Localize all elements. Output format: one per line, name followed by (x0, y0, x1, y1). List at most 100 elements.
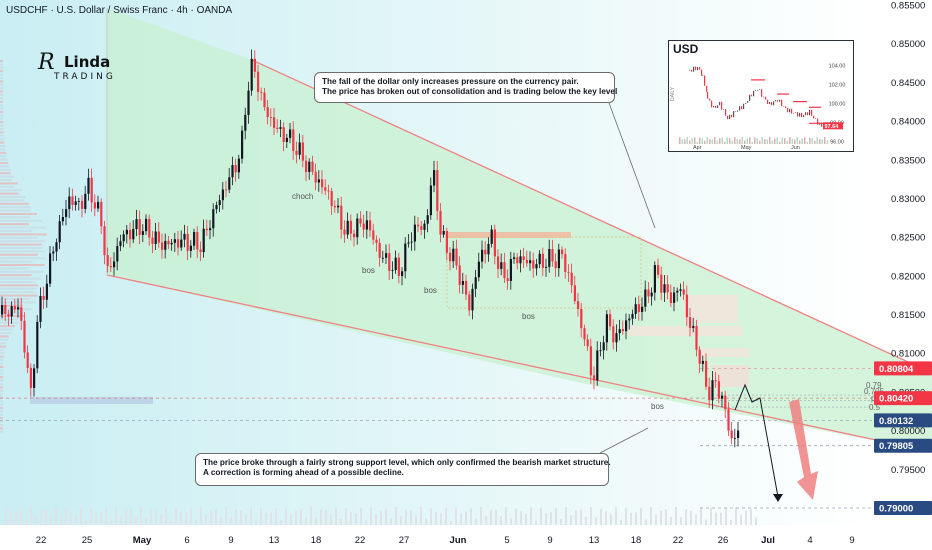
volume-bar (110, 519, 112, 525)
candle-body (404, 243, 407, 272)
volume-profile-bar (0, 291, 35, 294)
volume-profile-bar (0, 107, 4, 110)
inset-candle (799, 112, 801, 117)
volume-bar (140, 507, 142, 525)
volume-bar (30, 507, 32, 525)
volume-profile-bar (0, 182, 19, 185)
volume-profile-bar (0, 216, 31, 219)
candle-body (573, 285, 576, 302)
candle-body (455, 248, 458, 266)
inset-candle (725, 108, 727, 116)
inset-volume-bar (801, 138, 803, 144)
candle-body (666, 284, 669, 293)
inset-candle (727, 115, 729, 120)
inset-candle (735, 111, 737, 112)
volume-bar (245, 514, 247, 525)
candle-body (93, 202, 96, 209)
candle-body (340, 205, 343, 230)
candle-body (45, 283, 48, 300)
volume-profile-bar (0, 420, 4, 423)
candle-body (679, 289, 682, 291)
volume-bar (570, 515, 572, 525)
inset-volume-bar (699, 137, 701, 144)
candle-body (593, 375, 596, 381)
inset-volume-bar (744, 140, 746, 144)
volume-bar (260, 508, 262, 525)
volume-profile-bar (0, 383, 4, 385)
volume-bar (125, 510, 127, 525)
candle-body (42, 295, 45, 300)
inset-candle (699, 67, 701, 70)
volume-bar (400, 516, 402, 525)
volume-profile-bar (0, 206, 31, 209)
volume-bar (545, 513, 547, 525)
inset-candle (693, 66, 695, 72)
inset-volume-bar (679, 137, 681, 144)
price-axis-background (872, 0, 932, 550)
candle-body (487, 243, 490, 255)
volume-bar (255, 519, 257, 525)
volume-profile-bar (0, 311, 20, 314)
callout-top-pointer (604, 91, 656, 229)
volume-profile-bar (0, 145, 6, 147)
time-tick-label: 6 (184, 535, 189, 546)
inset-volume-bar (786, 140, 788, 144)
zone-box (684, 295, 738, 323)
candle-body (109, 266, 112, 268)
candle-body (522, 256, 525, 260)
inset-candle (733, 111, 735, 118)
candle-body (631, 313, 634, 319)
volume-profile-bar (0, 199, 25, 202)
volume-bar (230, 517, 232, 525)
time-tick-label: 25 (82, 535, 93, 546)
volume-profile-bar (0, 250, 45, 253)
inset-candle (777, 100, 779, 102)
candle-body (132, 228, 135, 240)
upper-trendline (251, 59, 932, 374)
candle-body (477, 261, 480, 278)
candle-body (689, 317, 692, 328)
volume-profile-bar (0, 400, 4, 402)
volume-bar (5, 507, 7, 525)
candle-body (81, 200, 84, 209)
fib-label: 0.79 (866, 381, 882, 390)
volume-profile-bar (0, 87, 4, 90)
inset-candle (801, 112, 803, 117)
volume-bar (445, 507, 447, 525)
candle-body (282, 127, 285, 143)
candle-body (100, 201, 103, 227)
inset-candle (815, 118, 817, 119)
candle-body (554, 261, 557, 269)
candle-body (644, 289, 647, 307)
volume-bar (740, 514, 742, 525)
inset-volume-bar (814, 140, 816, 144)
candle-body (391, 270, 394, 271)
volume-bar (225, 507, 227, 525)
candle-body (84, 193, 87, 209)
inset-candle (805, 112, 807, 116)
volume-profile-bar (0, 77, 4, 79)
inset-volume-bar (796, 137, 798, 144)
volume-profile-bar (0, 359, 4, 362)
candle-body (413, 224, 416, 242)
volume-bar (35, 515, 37, 525)
volume-bar (190, 508, 192, 525)
candle-body (490, 229, 493, 244)
inset-volume-bar (694, 137, 696, 144)
volume-bar (575, 510, 577, 525)
volume-bar (670, 517, 672, 525)
price-tick-label: 0.83500 (891, 155, 925, 166)
volume-bar (415, 515, 417, 525)
callout-top-line-2: The price has broken out of consolidatio… (322, 87, 618, 96)
inset-title: USD (673, 42, 699, 56)
candle-body (269, 116, 272, 118)
inset-candle (809, 109, 811, 116)
volume-profile-bar (0, 66, 4, 69)
poi-zone (712, 365, 749, 387)
inset-x-tick: May (741, 145, 752, 151)
candle-body (202, 228, 205, 253)
volume-profile-bar (0, 63, 4, 66)
volume-bar (470, 508, 472, 525)
inset-candle (719, 101, 721, 106)
structure-label-bos: bos (651, 402, 664, 411)
